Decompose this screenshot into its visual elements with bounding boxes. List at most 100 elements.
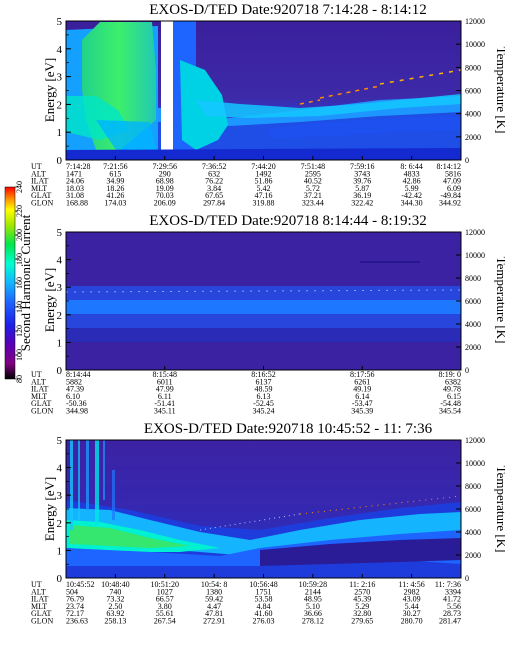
table-cell: 18.26	[106, 184, 124, 193]
panel-2-band-upper	[66, 286, 461, 300]
colorbar-tick-label: 200	[15, 229, 24, 241]
table-cell: 740	[109, 587, 121, 596]
panel-1-ytick-label: 3	[57, 72, 63, 84]
panel-1-y2tick-label: 10000	[465, 40, 485, 49]
panel-1-orbit-table: UT 7:14:28 7:21:56 7:29:56 7:36:52 7:44:20 7:5…	[31, 162, 461, 208]
panel-3-y2tick-label: 2000	[465, 551, 481, 560]
table-row-label: GLON	[31, 617, 53, 626]
table-cell: 10:45:52	[66, 580, 94, 589]
panel-1-ylabel: Energy [eV]	[42, 58, 57, 122]
panel-2-ytick-label: 3	[57, 282, 63, 294]
panel-3-ytick-label: 4	[57, 463, 63, 475]
table-cell: 6.11	[158, 392, 172, 401]
table-cell: 344.98	[66, 407, 88, 416]
table-cell: 10:56:48	[249, 580, 277, 589]
table-cell: 70.03	[156, 191, 174, 200]
panel-1-axes: 0 1 2 3 4 5 0 2000 4000 6000 8000 10000 12000	[57, 16, 486, 167]
table-cell: 51.86	[255, 177, 273, 186]
panel-2-y2tick-label: 6000	[465, 297, 481, 306]
colorbar-label: Second Harmonic Current	[18, 214, 33, 351]
panel-1-cyan-streak	[196, 94, 461, 118]
panel-1-ytick-label: 5	[57, 16, 63, 28]
table-cell: 5.56	[447, 602, 461, 611]
table-cell: -42.42	[401, 191, 422, 200]
table-cell: 267.54	[154, 617, 176, 626]
panel-3-axes: 0 1 2 3 4 5 0 2000 4000 6000 8000 10000 12000	[57, 435, 486, 585]
panel-1-y2tick-label: 4000	[465, 110, 481, 119]
table-cell: 2144	[305, 587, 321, 596]
panel-1-data-gap	[161, 21, 173, 160]
table-cell: 49.19	[353, 385, 371, 394]
panel-2-band-bright	[66, 300, 461, 314]
panel-1-y2tick-label: 2000	[465, 133, 481, 142]
table-cell: 7:59:16	[350, 162, 374, 171]
table-cell: 5.10	[306, 602, 320, 611]
table-row-label: MLT	[31, 184, 47, 193]
table-cell: 5.72	[306, 184, 320, 193]
panel-3-plot	[65, 439, 462, 579]
table-cell: 41.26	[106, 191, 124, 200]
table-cell: 10:51:20	[151, 580, 179, 589]
table-cell: 7:36:52	[202, 162, 226, 171]
table-cell: 6.09	[447, 184, 461, 193]
table-cell: 290	[159, 169, 171, 178]
table-cell: 345.54	[439, 407, 461, 416]
colorbar-tick-label: 160	[15, 277, 24, 289]
panel-2-band-middle	[66, 314, 461, 328]
table-cell: 55.61	[156, 609, 174, 618]
panel-1-plot	[65, 20, 462, 161]
colorbar-tick-label: 120	[15, 325, 24, 337]
table-cell: 4.47	[207, 602, 221, 611]
table-cell: 6.14	[355, 392, 369, 401]
table-cell: 28.73	[443, 609, 461, 618]
table-cell: 345.11	[154, 407, 176, 416]
table-cell: 7:21:56	[103, 162, 127, 171]
panel-1-y2label: Temperature [K]	[494, 47, 505, 134]
panel-1-y2tick-label: 8000	[465, 63, 481, 72]
table-cell: 59.42	[205, 595, 223, 604]
table-cell: -54.48	[440, 399, 461, 408]
table-cell: 23.74	[66, 602, 84, 611]
panel-2-temperature-trace	[65, 289, 462, 293]
table-cell: 8:17:56	[350, 370, 374, 379]
table-cell: 10:54: 8	[201, 580, 227, 589]
panel-3-ytick-label: 0	[57, 573, 63, 585]
table-cell: 206.09	[154, 199, 176, 208]
table-row-label: ALT	[31, 169, 46, 178]
table-row-label: GLAT	[31, 399, 52, 408]
table-cell: 5.87	[355, 184, 369, 193]
table-cell: 1751	[256, 587, 272, 596]
panel-3-y2tick-label: 0	[465, 574, 469, 583]
panel-2-floor	[66, 342, 461, 370]
table-cell: -51.41	[154, 399, 175, 408]
table-cell: 319.88	[253, 199, 275, 208]
table-cell: 297.84	[203, 199, 225, 208]
table-cell: 7:29:56	[153, 162, 177, 171]
table-cell: 2982	[404, 587, 420, 596]
colorbar-tick-label: 80	[15, 375, 24, 383]
table-cell: 279.65	[351, 617, 373, 626]
table-cell: 5.29	[355, 602, 369, 611]
colorbar-tick-label: 180	[15, 253, 24, 265]
panel-3-ytick-label: 3	[57, 490, 63, 502]
table-row-label: ILAT	[31, 177, 48, 186]
table-cell: 36.19	[353, 191, 371, 200]
panel-3-ytick-label: 1	[57, 545, 63, 557]
table-cell: 615	[109, 169, 121, 178]
colorbar-tick-label: 220	[15, 205, 24, 217]
table-cell: 7:44:20	[251, 162, 275, 171]
table-cell: 3.80	[158, 602, 172, 611]
table-cell: 41.60	[255, 609, 273, 618]
table-cell: 272.91	[203, 617, 225, 626]
table-row-label: GLAT	[31, 191, 52, 200]
table-cell: 66.57	[156, 595, 174, 604]
table-cell: 18.03	[66, 184, 84, 193]
table-row-label: ALT	[31, 377, 46, 386]
table-cell: 6137	[256, 377, 272, 386]
table-cell: 45.39	[353, 595, 371, 604]
table-cell: 8:15:48	[153, 370, 177, 379]
table-row-label: ALT	[31, 587, 46, 596]
panel-1-cyan-patch	[96, 120, 156, 156]
table-cell: 1027	[157, 587, 173, 596]
table-cell: 10:48:40	[101, 580, 129, 589]
